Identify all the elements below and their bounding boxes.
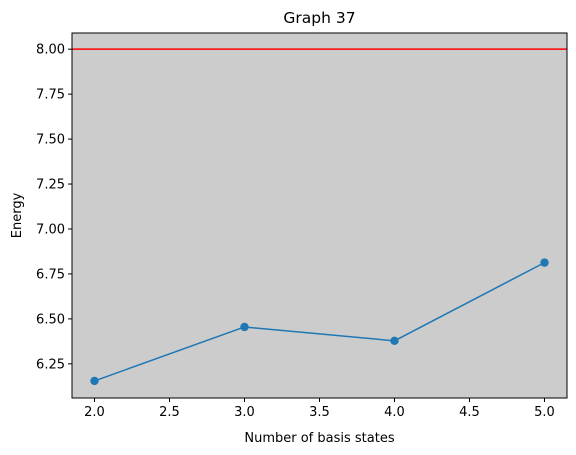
x-axis-ticks: 2.0 2.5 3.0 3.5 4.0 4.5 5.0 — [84, 398, 555, 420]
y-tick-label-0: 6.25 — [36, 357, 65, 372]
series-0-point-1 — [240, 322, 249, 332]
series-layer — [90, 258, 549, 386]
plot-area — [72, 33, 567, 398]
x-tick-label-0: 2.0 — [84, 405, 105, 420]
x-tick-label-1: 2.5 — [159, 405, 180, 420]
series-0-point-2 — [390, 336, 399, 346]
x-tick-label-3: 3.5 — [309, 405, 330, 420]
y-tick-label-3: 7.00 — [36, 222, 65, 237]
y-tick-label-1: 6.50 — [36, 312, 65, 327]
x-tick-label-5: 4.5 — [459, 405, 480, 420]
x-tick-label-6: 5.0 — [534, 405, 555, 420]
x-tick-label-2: 3.0 — [234, 405, 255, 420]
series-0-line — [94, 261, 545, 382]
y-axis-title: Energy — [10, 192, 25, 238]
y-tick-label-2: 6.75 — [36, 267, 65, 282]
y-tick-label-5: 7.50 — [36, 133, 65, 148]
y-tick-label-7: 8.00 — [36, 43, 65, 58]
series-0-point-0 — [90, 376, 99, 386]
x-tick-label-4: 4.0 — [384, 405, 405, 420]
y-tick-label-6: 7.75 — [36, 88, 65, 103]
x-axis-title: Number of basis states — [244, 431, 394, 446]
y-tick-label-4: 7.25 — [36, 178, 65, 193]
series-0-point-3 — [540, 258, 549, 267]
y-axis-ticks: 6.25 6.50 6.75 7.00 7.25 7.50 7.75 8.00 — [36, 43, 72, 372]
chart-title: Graph 37 — [283, 9, 355, 27]
